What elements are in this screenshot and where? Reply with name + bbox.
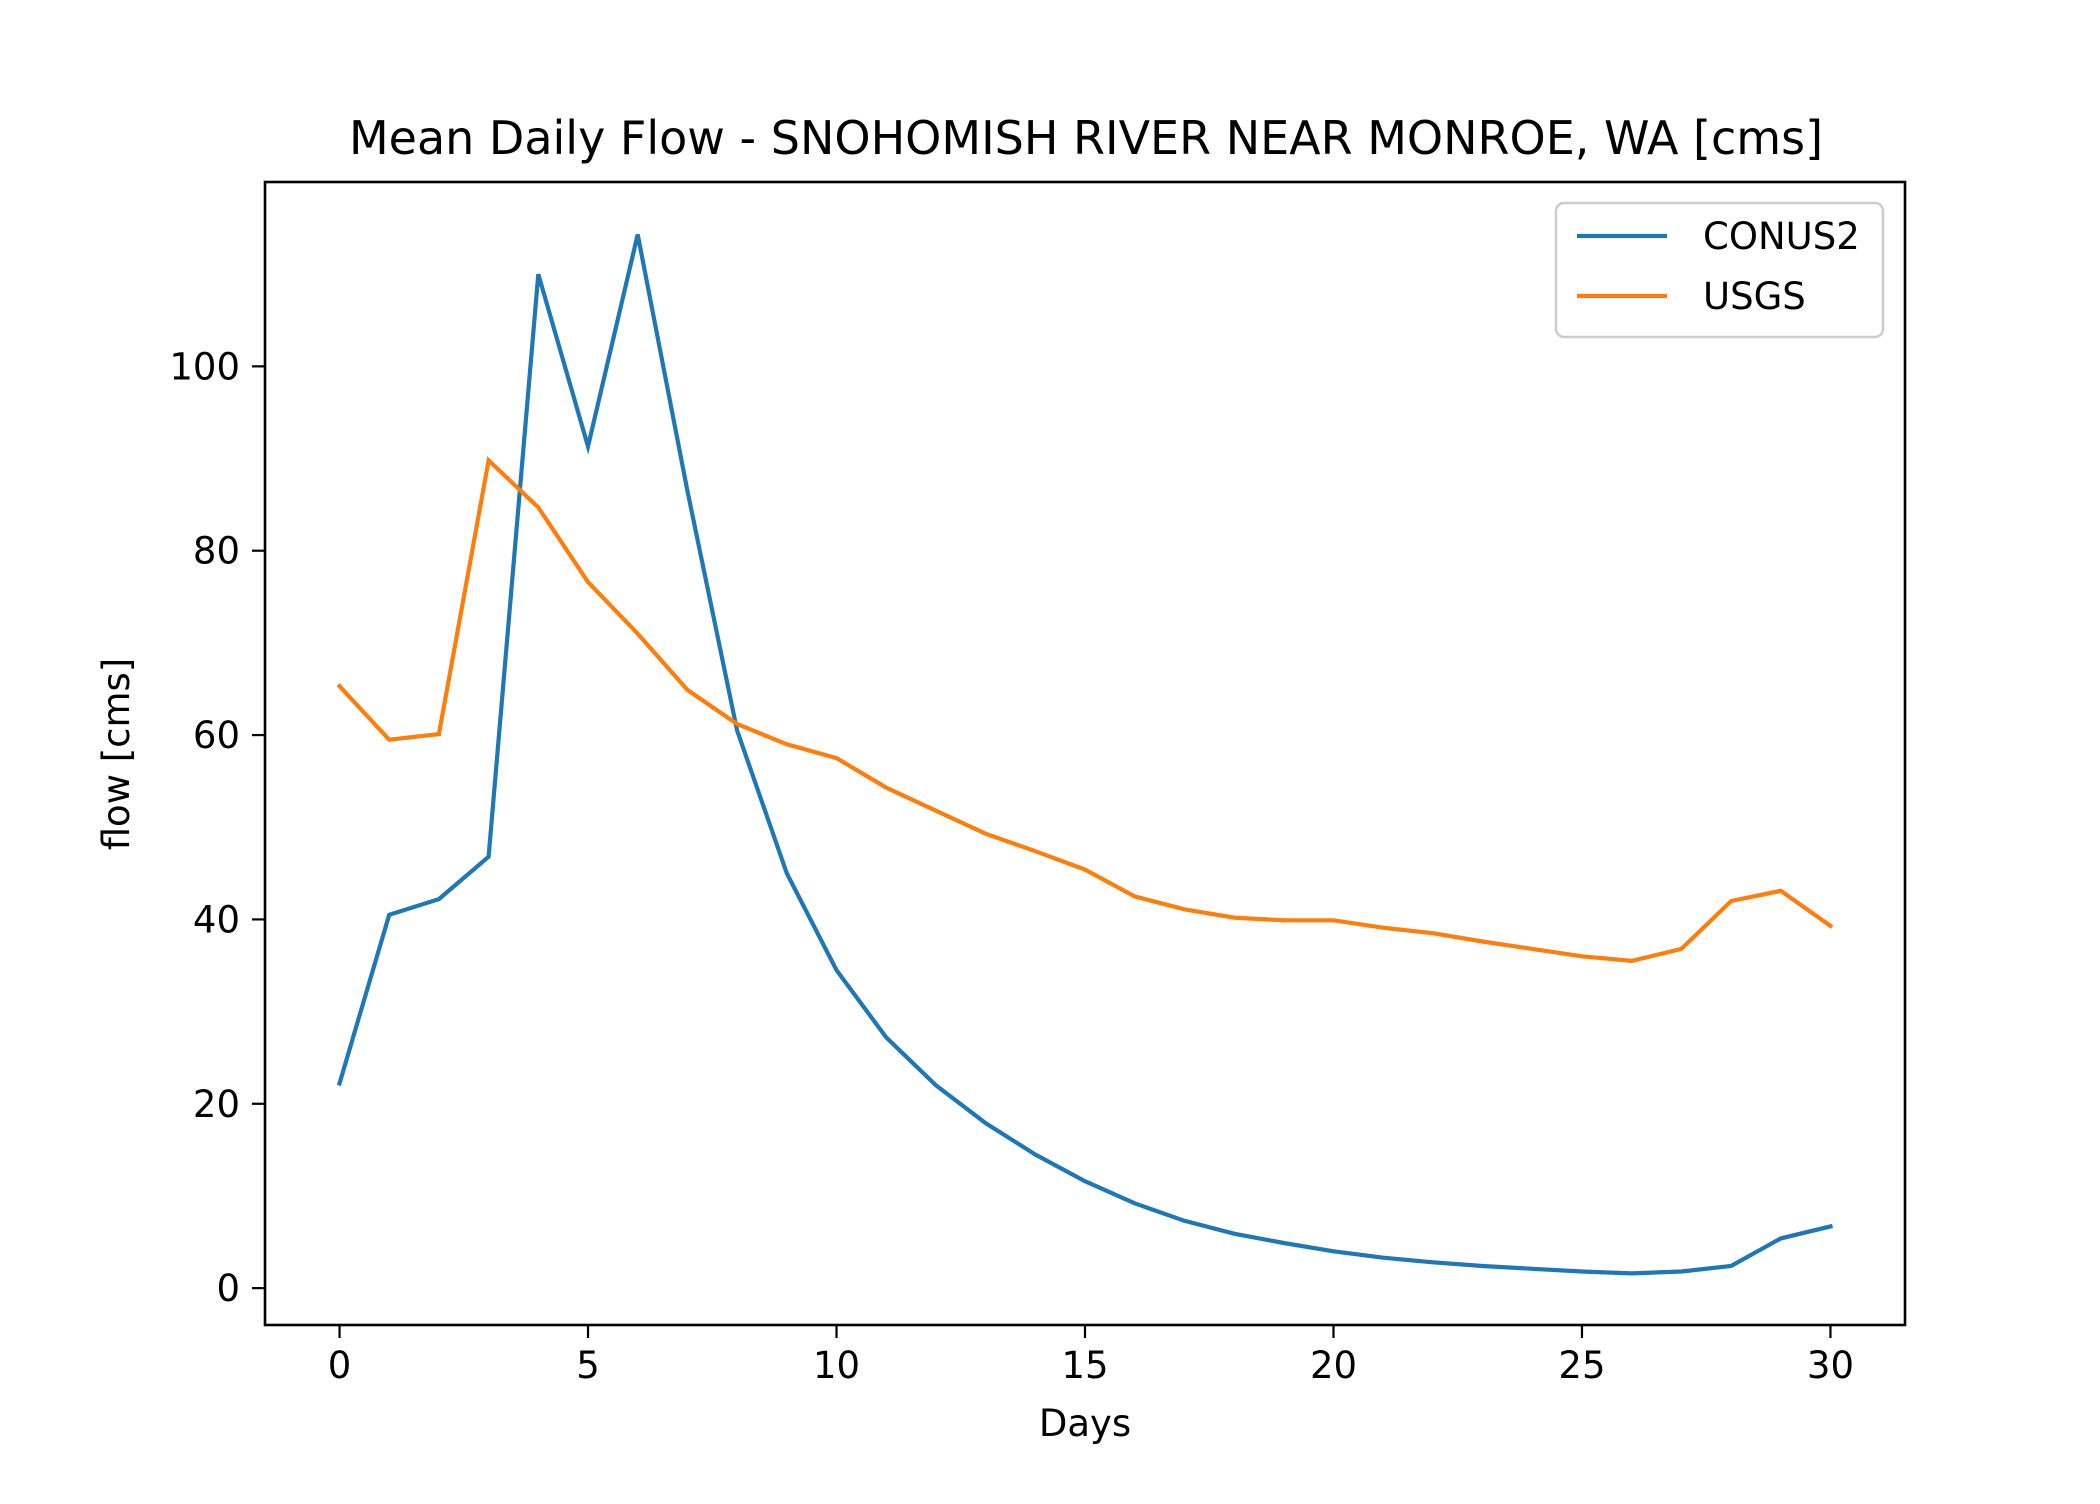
x-tick-label: 30 [1807,1344,1854,1387]
y-axis-ticks: 0 20 40 60 80 100 [169,345,265,1310]
y-axis-label: flow [cms] [95,658,138,851]
x-tick-label: 20 [1310,1344,1357,1387]
y-tick-label: 0 [216,1267,240,1310]
x-tick-label: 5 [576,1344,600,1387]
x-tick-label: 10 [813,1344,860,1387]
x-tick-label: 0 [328,1344,352,1387]
legend-label-conus2: CONUS2 [1703,215,1860,258]
series-line-conus2 [336,234,1834,1276]
x-tick-label: 15 [1061,1344,1108,1387]
legend: CONUS2 USGS [1554,201,1885,339]
y-tick-label: 80 [193,530,240,573]
x-axis-label: Days [1039,1402,1131,1445]
y-tick-label: 40 [193,898,240,941]
x-tick-label: 25 [1558,1344,1605,1387]
y-tick-label: 20 [193,1083,240,1126]
y-tick-label: 100 [169,345,240,388]
y-tick-label: 60 [193,714,240,757]
legend-label-usgs: USGS [1703,275,1806,318]
plot-area [336,234,1834,1276]
series-line-usgs [336,456,1834,964]
chart-title: Mean Daily Flow - SNOHOMISH RIVER NEAR M… [349,111,1823,165]
x-axis-ticks: 0 5 10 15 20 25 30 [328,1325,1854,1387]
